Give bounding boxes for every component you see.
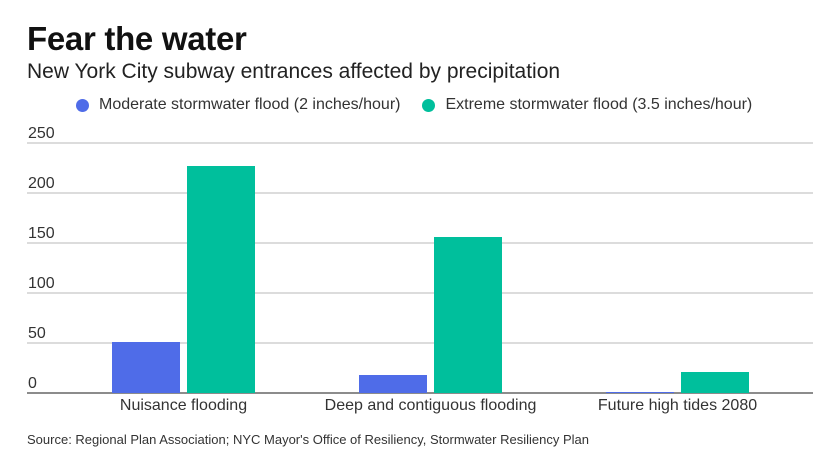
legend-swatch-extreme	[422, 98, 436, 112]
chart-title: Fear the water	[27, 20, 247, 57]
y-tick-label: 150	[28, 225, 55, 242]
x-category-label: Nuisance flooding	[120, 397, 247, 414]
y-tick-label: 200	[28, 175, 55, 192]
chart-subtitle: New York City subway entrances affected …	[27, 60, 561, 83]
bar-moderate	[359, 375, 427, 393]
x-category-label: Future high tides 2080	[598, 397, 757, 414]
bar-extreme	[187, 166, 255, 393]
bar-moderate	[112, 342, 180, 393]
legend-label-moderate: Moderate stormwater flood (2 inches/hour…	[99, 96, 401, 113]
y-tick-label: 0	[28, 375, 37, 392]
x-category-label: Deep and contiguous flooding	[325, 397, 537, 414]
legend-item-moderate: Moderate stormwater flood (2 inches/hour…	[76, 96, 400, 114]
bar-moderate	[606, 392, 674, 393]
legend-swatch-moderate	[76, 98, 89, 112]
legend-item-extreme: Extreme stormwater flood (3.5 inches/hou…	[422, 96, 752, 114]
source-note: Source: Regional Plan Association; NYC M…	[27, 432, 589, 447]
bar-extreme	[681, 372, 749, 393]
legend: Moderate stormwater flood (2 inches/hour…	[76, 96, 774, 114]
y-tick-label: 50	[28, 325, 46, 342]
legend-label-extreme: Extreme stormwater flood (3.5 inches/hou…	[445, 96, 753, 113]
y-tick-label: 100	[28, 275, 55, 292]
y-tick-label: 250	[28, 125, 55, 142]
bar-extreme	[434, 237, 502, 393]
